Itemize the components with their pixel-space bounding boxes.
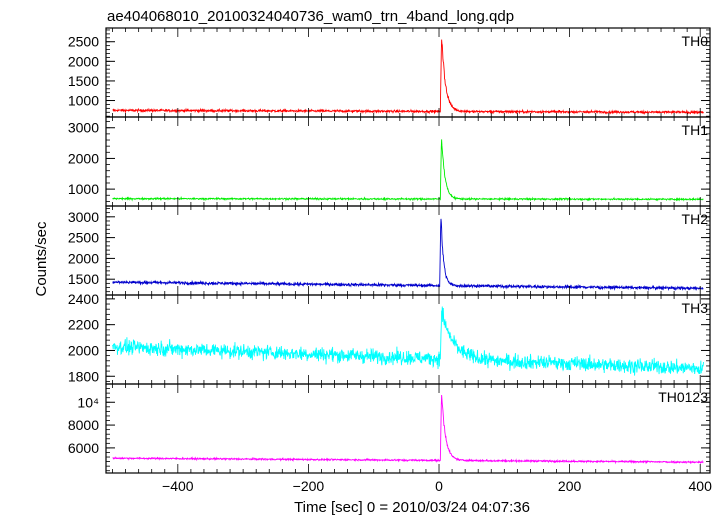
y-tick-label: 2500	[68, 230, 99, 246]
series-line-th0	[112, 39, 704, 116]
y-tick-label: 2000	[68, 53, 99, 69]
y-tick-label: 2200	[68, 317, 99, 333]
series-line-th3	[112, 306, 704, 376]
y-tick-label: 2400	[68, 291, 99, 307]
x-tick-label: −200	[293, 478, 325, 494]
y-tick-label: 2000	[68, 250, 99, 266]
panel-frame	[105, 27, 711, 118]
y-tick-label: 2000	[68, 342, 99, 358]
panel-frame	[105, 383, 711, 474]
series-line-th1	[112, 139, 704, 202]
y-tick-label: 1500	[68, 271, 99, 287]
panel-th2: 1500 2000 2500 3000 TH2	[68, 205, 711, 296]
y-tick-label: 1000	[68, 93, 99, 109]
y-tick-label: 1000	[68, 181, 99, 197]
x-tick-label: 200	[558, 478, 582, 494]
x-tick-label: 400	[689, 478, 713, 494]
y-axis-label: Counts/sec	[33, 221, 50, 297]
y-tick-label: 2500	[68, 34, 99, 50]
series-line-th2	[112, 218, 704, 292]
x-tick-label: 0	[435, 478, 443, 494]
series-line-th0123	[112, 394, 704, 465]
panel-label-th2: TH2	[682, 211, 709, 227]
y-tick-label: 8000	[68, 417, 99, 433]
chart-title: ae404068010_20100324040736_wam0_trn_4ban…	[107, 8, 514, 25]
y-tick-label: 6000	[68, 440, 99, 456]
panel-label-th0: TH0	[682, 33, 709, 49]
panel-frame	[105, 205, 711, 296]
panel-th0: 1000 1500 2000 2500 TH0	[68, 27, 711, 118]
y-tick-label: 2000	[68, 150, 99, 166]
panel-label-th3: TH3	[682, 300, 709, 316]
y-tick-label: 1500	[68, 73, 99, 89]
panel-frame	[105, 116, 711, 207]
y-tick-label: 3000	[68, 209, 99, 225]
x-axis-label: Time [sec] 0 = 2010/03/24 04:07:36	[294, 499, 530, 516]
panel-th0123: 6000 8000 10⁴ TH0123 −400 −200 0 200 400	[68, 383, 713, 494]
panel-th1: 1000 2000 3000 TH1	[68, 116, 711, 207]
y-tick-label: 3000	[68, 120, 99, 136]
y-tick-label: 1800	[68, 368, 99, 384]
panel-label-th1: TH1	[682, 122, 709, 138]
panel-th3: 1800 2000 2200 2400 TH3	[68, 291, 711, 385]
panel-label-th0123: TH0123	[658, 389, 708, 405]
x-tick-label: −400	[162, 478, 194, 494]
y-tick-label: 10⁴	[77, 394, 99, 410]
